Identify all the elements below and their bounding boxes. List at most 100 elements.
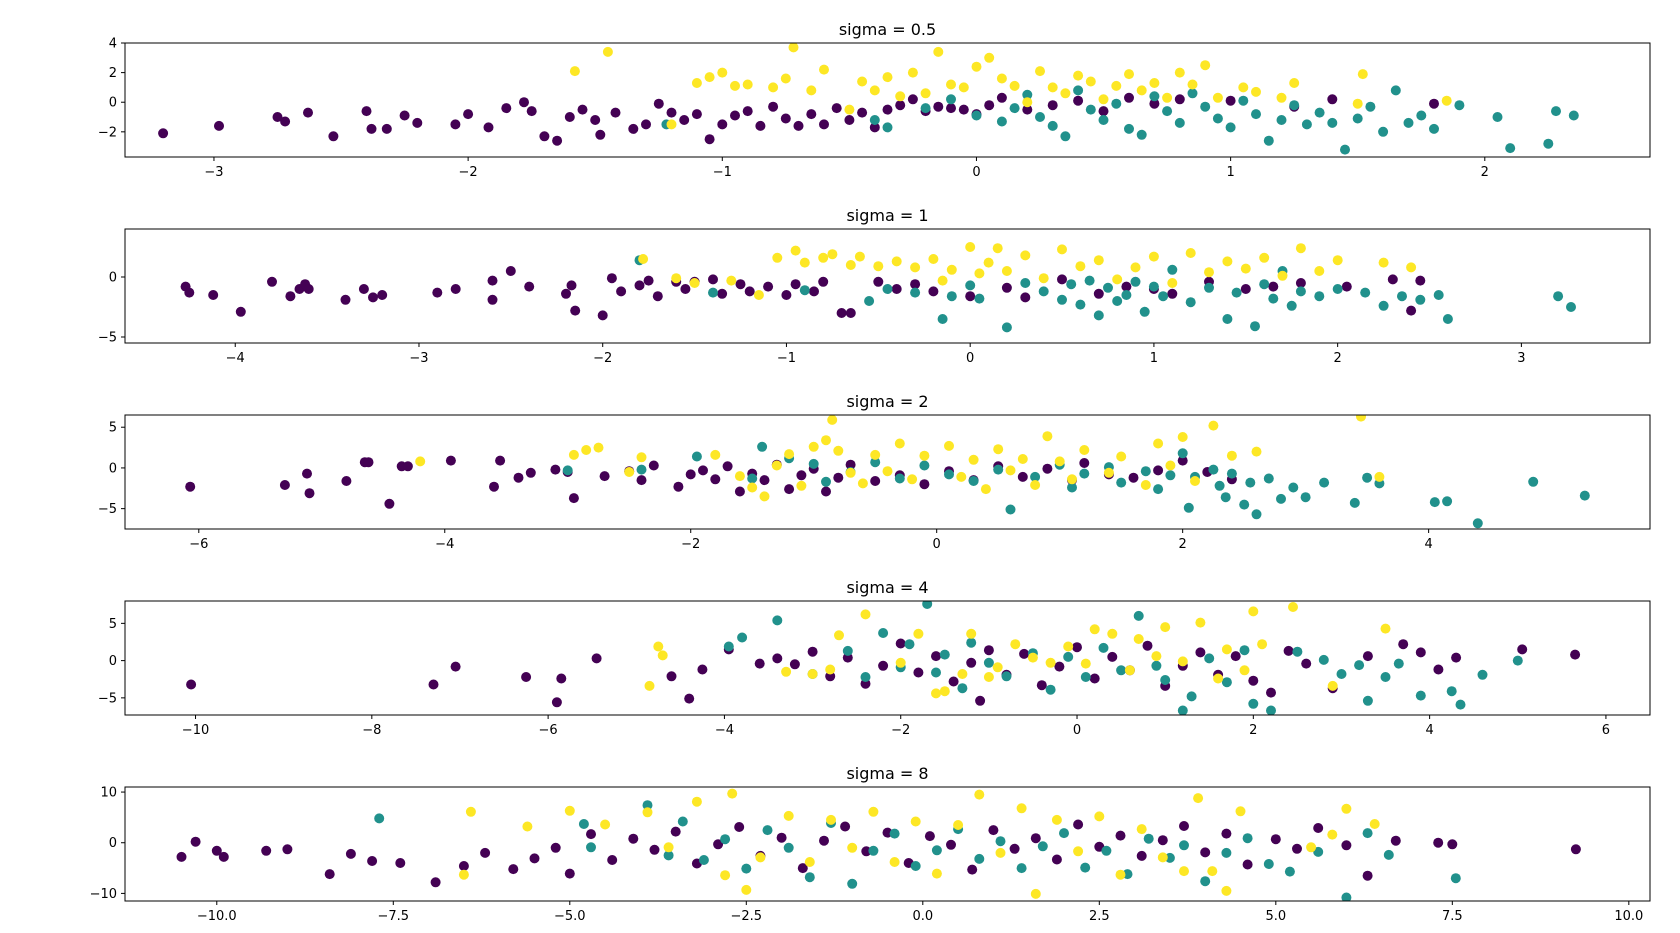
scatter-point: [586, 842, 596, 853]
scatter-point: [1570, 649, 1581, 660]
scatter-point: [747, 482, 758, 493]
scatter-point: [741, 884, 752, 895]
scatter-point: [720, 834, 731, 845]
scatter-point: [1116, 451, 1127, 462]
scatter-point: [1204, 282, 1214, 293]
scatter-point: [1148, 281, 1159, 292]
scatter-point: [1174, 94, 1185, 105]
scatter-point: [772, 615, 783, 626]
scatter-point: [279, 480, 290, 490]
scatter-point: [1001, 671, 1012, 682]
scatter-point: [1084, 275, 1095, 286]
scatter-point: [870, 476, 881, 486]
scatter-point: [1314, 266, 1325, 276]
scatter-point: [1136, 129, 1147, 140]
scatter-point: [1010, 639, 1021, 650]
scatter-point: [600, 819, 611, 830]
scatter-point: [1121, 281, 1132, 292]
scatter-point: [799, 285, 810, 296]
scatter-point: [1238, 82, 1249, 93]
scatter-point: [1093, 288, 1104, 299]
scatter-point: [845, 308, 856, 318]
scatter-point: [910, 262, 921, 273]
scatter-point: [759, 475, 770, 486]
axes-frame: [124, 786, 1651, 902]
scatter-point: [1356, 415, 1366, 422]
scatter-point: [628, 833, 639, 844]
subplot-title: sigma = 4: [846, 578, 928, 597]
scatter-point: [1149, 78, 1160, 88]
scatter-point: [519, 97, 529, 108]
scatter-point: [361, 106, 372, 117]
scatter-point: [1341, 892, 1352, 901]
scatter-point: [1240, 263, 1251, 274]
scatter-point: [783, 810, 794, 821]
scatter-point: [1553, 291, 1564, 302]
scatter-point: [946, 839, 956, 850]
scatter-point: [1313, 823, 1324, 833]
scatter-point: [708, 274, 718, 285]
scatter-point: [1107, 628, 1118, 639]
scatter-point: [793, 120, 804, 131]
scatter-point: [1390, 835, 1401, 846]
scatter-point: [1045, 657, 1056, 668]
scatter-point: [208, 290, 219, 300]
scatter-point: [1111, 98, 1122, 109]
scatter-point: [1098, 106, 1109, 117]
scatter-point: [1378, 300, 1389, 311]
scatter-point: [1266, 687, 1276, 698]
scatter-point: [1045, 684, 1056, 695]
scatter-point: [776, 832, 787, 843]
scatter-point: [280, 116, 291, 127]
scatter-point: [521, 672, 532, 682]
subplot-title: sigma = 1: [846, 206, 928, 225]
scatter-point: [551, 697, 562, 708]
scatter-point: [1042, 431, 1053, 442]
scatter-point: [643, 275, 654, 286]
scatter-point: [1429, 98, 1439, 109]
scatter-point: [458, 869, 469, 880]
scatter-point: [670, 826, 681, 837]
scatter-point: [1165, 460, 1176, 471]
scatter-point: [1207, 866, 1218, 877]
scatter-point: [1085, 76, 1096, 87]
scatter-point: [1103, 282, 1113, 293]
scatter-point: [789, 659, 800, 670]
points-group: [186, 601, 1581, 715]
scatter-point: [1362, 651, 1373, 662]
scatter-point: [713, 839, 724, 850]
scatter-point: [882, 72, 893, 83]
scatter-point: [1179, 866, 1189, 877]
scatter-point: [784, 449, 795, 460]
scatter-point: [1174, 117, 1185, 128]
axes-frame: [124, 228, 1651, 344]
scatter-point: [495, 455, 506, 466]
scatter-point: [1429, 497, 1440, 508]
scatter-point: [480, 847, 491, 858]
subplot-title: sigma = 2: [846, 392, 928, 411]
scatter-point: [965, 291, 976, 302]
x-tick-label: 10.0: [1614, 909, 1643, 924]
scatter-point: [1288, 482, 1299, 493]
scatter-point: [857, 478, 868, 489]
scatter-point: [285, 291, 296, 302]
scatter-point: [993, 444, 1004, 455]
scatter-point: [1022, 97, 1033, 108]
scatter-point: [1318, 654, 1329, 665]
scatter-point: [928, 254, 939, 264]
scatter-point: [1327, 829, 1338, 840]
scatter-point: [1289, 78, 1300, 88]
scatter-point: [1221, 847, 1232, 858]
scatter-point: [606, 273, 617, 284]
scatter-point: [1301, 658, 1312, 669]
scatter-point: [913, 628, 924, 639]
x-tick-label: 7.5: [1442, 909, 1463, 924]
scatter-point: [1336, 669, 1347, 679]
scatter-point: [1060, 88, 1071, 99]
scatter-point: [1221, 677, 1232, 688]
scatter-point: [726, 275, 737, 286]
scatter-point: [1200, 847, 1211, 858]
scatter-point: [1200, 876, 1211, 887]
scatter-point: [1230, 651, 1241, 662]
scatter-point: [1221, 885, 1232, 896]
